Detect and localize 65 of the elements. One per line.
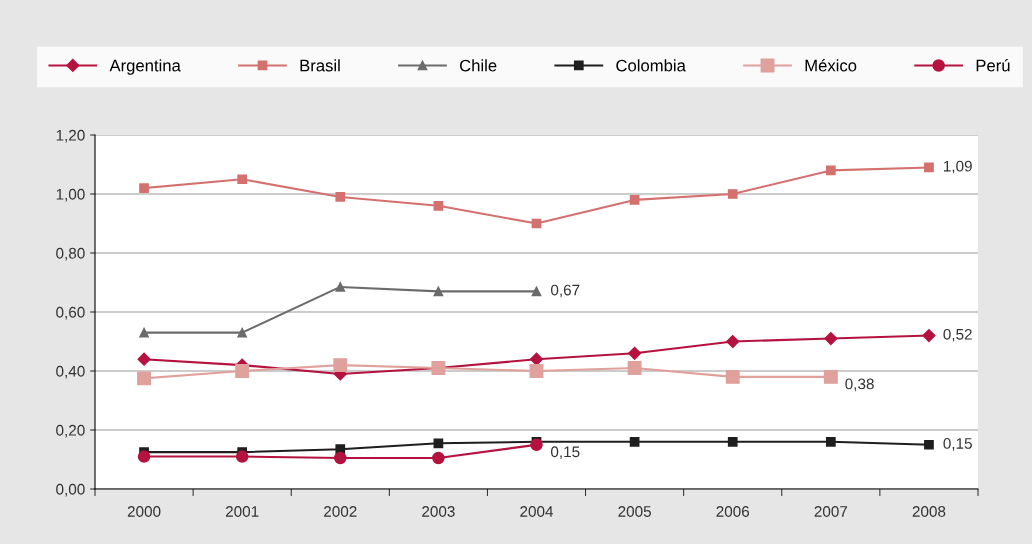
point [627, 361, 642, 375]
legend-label: Colombia [616, 59, 686, 72]
y-tick-label: 1,00 [56, 188, 85, 202]
point [825, 436, 836, 447]
point [531, 286, 542, 297]
point [333, 358, 348, 373]
point [137, 371, 152, 386]
data-label: 0,52 [943, 328, 972, 342]
legend-label: Perú [976, 59, 1010, 72]
point [628, 346, 642, 360]
point [139, 183, 149, 193]
y-tick-label: 0,00 [56, 483, 85, 497]
point [137, 352, 151, 366]
data-label: 0,15 [943, 438, 972, 451]
y-tick-label: 0,60 [56, 306, 85, 320]
data-label: 0,67 [550, 284, 580, 298]
x-tick-label: 2008 [912, 506, 946, 517]
point [725, 369, 740, 384]
point [335, 444, 346, 455]
point [530, 438, 543, 452]
x-tick-label: 2000 [127, 506, 161, 517]
point [335, 282, 346, 292]
point [727, 436, 738, 447]
point [824, 331, 838, 346]
point [237, 327, 248, 338]
legend-label: México [805, 59, 857, 72]
point [334, 451, 347, 465]
y-tick-label: 0,40 [56, 365, 85, 379]
x-tick-label: 2002 [324, 506, 357, 517]
point [825, 165, 836, 176]
point [629, 436, 640, 447]
point [726, 334, 740, 349]
point [433, 286, 444, 297]
y-tick-label: 0,20 [56, 424, 85, 438]
y-tick-label: 1,20 [56, 129, 85, 143]
point [137, 450, 151, 463]
point [433, 438, 444, 449]
point [922, 329, 936, 343]
data-label: 0,38 [845, 378, 874, 392]
x-tick-label: 2003 [422, 506, 455, 517]
point [924, 162, 934, 173]
legend-label: Argentina [109, 59, 181, 75]
data-label: 1,09 [944, 160, 972, 174]
point [529, 364, 544, 378]
y-tick-label: 0,80 [56, 247, 85, 261]
x-tick-label: 2001 [225, 506, 259, 517]
point [237, 174, 248, 185]
point [727, 189, 738, 199]
point [823, 369, 838, 384]
point [139, 327, 149, 338]
data-label: 0,15 [550, 446, 580, 459]
x-tick-label: 2005 [618, 506, 651, 517]
point [529, 352, 544, 366]
point [924, 439, 934, 450]
x-tick-label: 2007 [814, 506, 848, 517]
point [235, 364, 250, 378]
point [235, 450, 249, 463]
legend-label: Chile [460, 59, 497, 72]
x-tick-label: 2006 [716, 506, 750, 517]
x-tick-label: 2004 [520, 506, 554, 517]
point [433, 200, 444, 211]
point [335, 192, 346, 202]
legend-label: Brasil [300, 59, 340, 72]
point [432, 451, 445, 465]
point [629, 195, 640, 205]
